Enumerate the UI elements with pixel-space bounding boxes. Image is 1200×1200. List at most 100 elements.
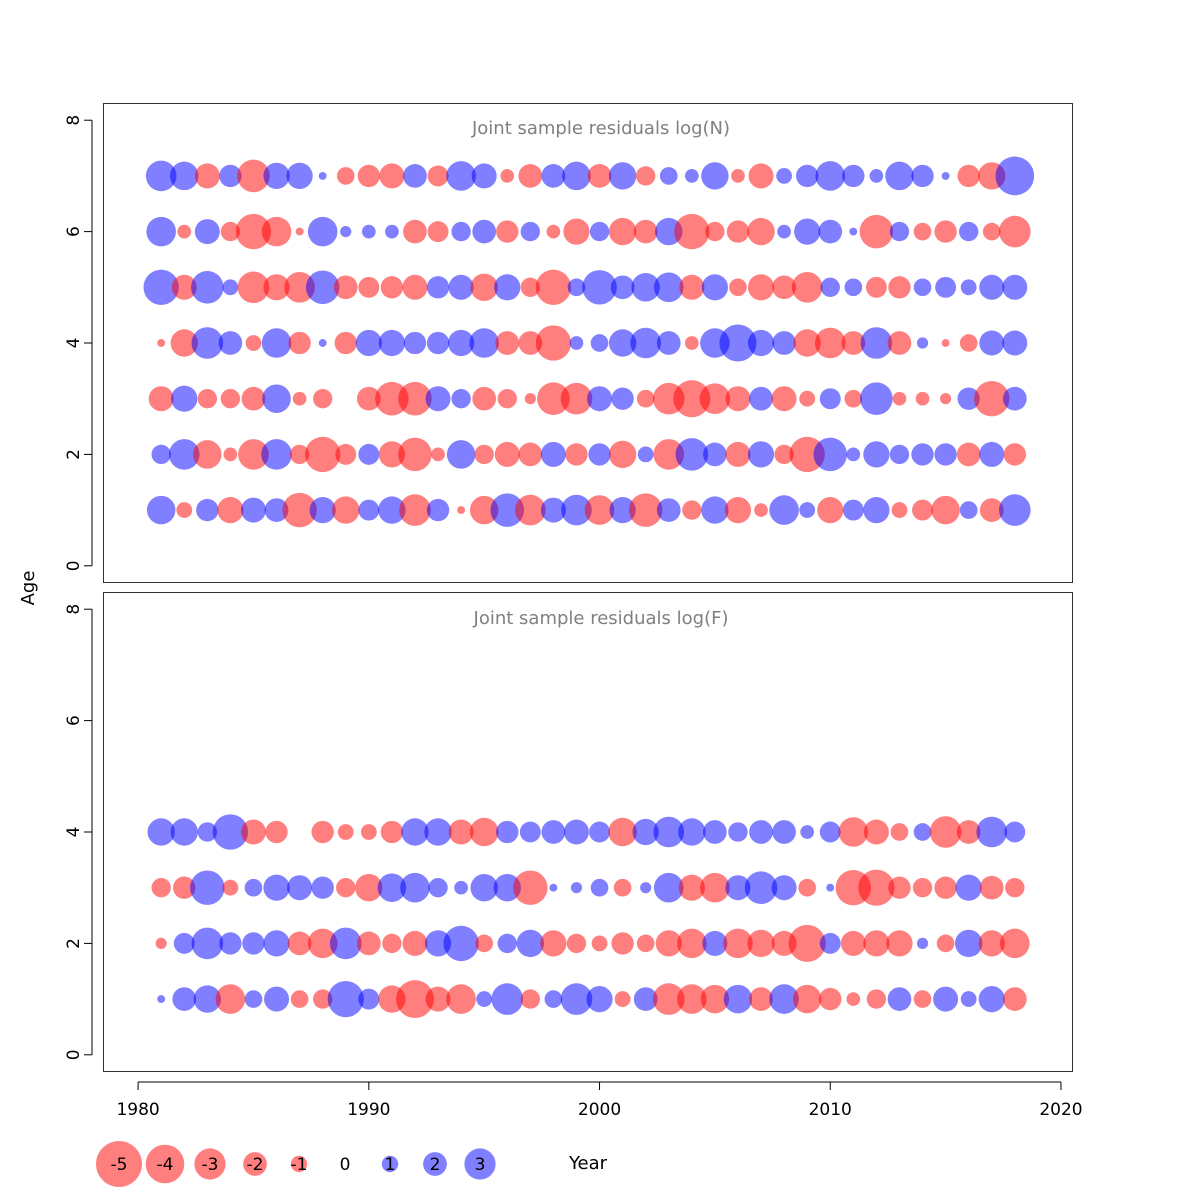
residual-bubble <box>791 271 823 303</box>
residual-bubble <box>340 226 352 238</box>
residual-bubble <box>171 274 197 300</box>
residual-bubble <box>772 820 796 844</box>
residual-bubble <box>238 439 269 470</box>
residual-bubble <box>223 447 238 462</box>
residual-bubble <box>636 934 655 953</box>
residual-bubble <box>219 932 242 955</box>
x-tick-label: 1980 <box>116 1100 159 1120</box>
legend-bubble <box>243 1152 267 1176</box>
residual-bubble <box>194 163 220 189</box>
residual-bubble <box>815 161 846 191</box>
y-tick-label: 8 <box>64 115 84 126</box>
residual-bubble <box>443 925 479 962</box>
residual-bubble <box>889 221 910 242</box>
residual-bubble <box>566 933 587 954</box>
residual-bubble <box>424 930 452 957</box>
residual-bubble <box>611 932 634 955</box>
residual-bubble <box>915 391 930 406</box>
residual-bubble <box>401 818 429 846</box>
residual-bubble <box>892 391 907 406</box>
residual-bubble <box>859 214 894 249</box>
residual-bubble <box>451 221 471 242</box>
residual-bubble <box>426 276 450 299</box>
residual-bubble <box>193 985 222 1013</box>
residual-bubble <box>448 274 474 300</box>
panel-log-n: Joint sample residuals log(N) 0 2 4 6 8 <box>64 103 1073 583</box>
residual-bubble <box>380 276 404 299</box>
residual-bubble <box>960 991 977 1007</box>
residual-bubble <box>513 870 548 905</box>
residual-bubble <box>747 274 775 301</box>
residual-bubble <box>470 874 498 902</box>
residual-bubble <box>608 329 637 357</box>
residual-bubble <box>427 221 449 243</box>
residual-bubble <box>799 390 816 407</box>
residual-bubble <box>535 325 572 361</box>
residual-bubble <box>678 874 705 901</box>
residual-bubble <box>177 224 192 239</box>
residual-bubble <box>240 497 266 523</box>
residual-bubble <box>493 874 521 902</box>
legend-label: 2 <box>430 1155 441 1175</box>
residual-bubble <box>454 880 468 895</box>
residual-bubble <box>819 932 841 954</box>
legend-label: -4 <box>157 1155 174 1175</box>
residual-bubble <box>451 389 471 409</box>
residual-bubble <box>191 927 224 960</box>
residual-bubble <box>565 443 588 466</box>
residual-bubble <box>956 820 981 844</box>
residual-bubble <box>794 218 821 245</box>
residual-bubble <box>940 393 952 405</box>
residual-bubble <box>995 156 1035 196</box>
residual-bubble <box>497 933 517 954</box>
residual-bubble <box>220 221 241 242</box>
residual-bubble <box>446 984 476 1014</box>
residual-bubble <box>335 443 357 465</box>
residual-bubble <box>858 869 895 906</box>
residual-bubble <box>360 824 377 840</box>
residual-bubble <box>560 983 593 1015</box>
residual-bubble <box>396 980 434 1019</box>
residual-bubble <box>336 167 355 185</box>
residual-bubble <box>287 875 313 901</box>
residual-bubble <box>929 816 962 848</box>
residual-bubble <box>197 822 218 842</box>
residual-bubble <box>863 819 889 845</box>
residual-bubble <box>361 224 376 239</box>
residual-bubble <box>563 218 590 245</box>
residual-bubble <box>145 160 177 192</box>
residual-bubble <box>358 988 380 1010</box>
legend-label: -3 <box>202 1155 219 1175</box>
residual-bubble <box>172 987 197 1011</box>
panel-log-f: Joint sample residuals log(F) 0 2 4 6 8 1980… <box>64 592 1083 1120</box>
residual-bubble <box>212 814 249 850</box>
panel-log-f-title: Joint sample residuals log(F) <box>473 608 729 629</box>
residual-bubble <box>846 992 861 1006</box>
residual-bubble <box>934 220 957 243</box>
residual-bubble <box>457 506 466 515</box>
residual-bubble <box>793 329 821 357</box>
legend-bubble <box>464 1148 496 1180</box>
residual-bubble <box>305 270 340 305</box>
residual-bubble <box>286 162 313 190</box>
residual-bubble <box>425 986 451 1012</box>
residual-bubble <box>170 818 198 846</box>
residual-bubble <box>582 270 617 305</box>
residual-bubble <box>979 274 1005 300</box>
residual-bubble <box>312 989 333 1009</box>
residual-bubble <box>382 933 402 954</box>
residual-bubble <box>147 818 175 846</box>
residual-bubble <box>979 441 1005 467</box>
residual-bubble <box>496 820 519 844</box>
residual-bubble <box>979 498 1004 522</box>
residual-bubble <box>700 984 730 1014</box>
residual-bubble <box>913 823 932 841</box>
residual-bubble <box>148 386 174 412</box>
residual-bubble <box>860 382 893 415</box>
residual-bubble <box>887 987 912 1011</box>
residual-bubble <box>587 164 612 188</box>
residual-bubble <box>776 168 793 184</box>
legend-label: -1 <box>291 1155 308 1175</box>
residual-bubble <box>155 937 167 949</box>
residual-bubble <box>630 327 661 359</box>
